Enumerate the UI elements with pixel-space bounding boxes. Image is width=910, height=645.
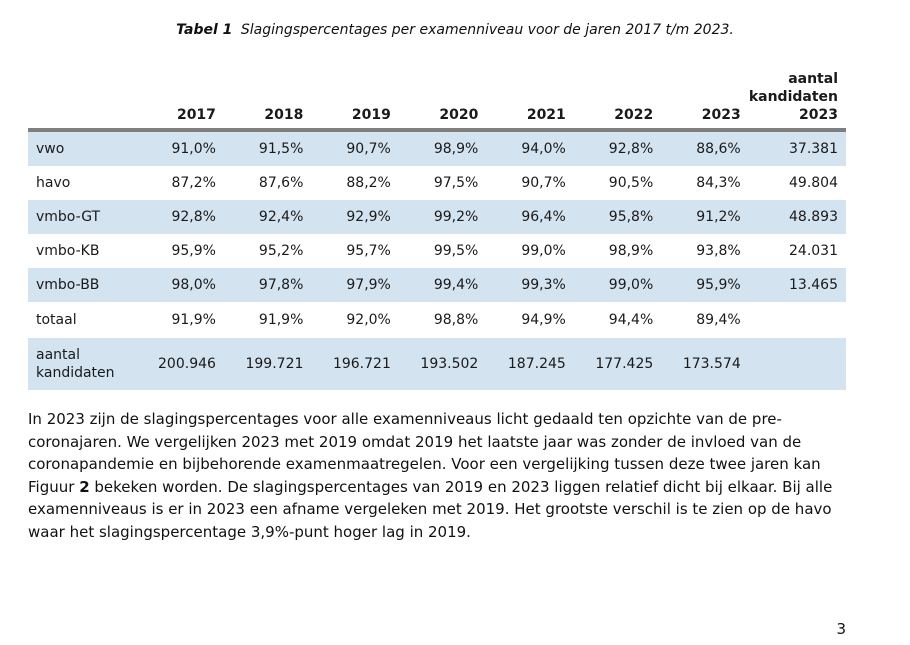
table-cell: 95,9% [661,268,749,302]
paragraph-text: In 2023 zijn de slagingspercentages voor… [28,410,821,496]
table-cell [748,338,846,390]
table-row-vwo: vwo 91,0% 91,5% 90,7% 98,9% 94,0% 92,8% … [28,130,846,166]
table-cell: 99,5% [433,243,479,259]
table-cell: 96,4% [486,200,574,234]
table-cell: 91,9% [258,312,304,328]
table-cell: 95,8% [573,200,662,234]
header-cell: 2019 [351,107,391,123]
table-cell: 92,0% [346,312,391,328]
row-label: vmbo-KB [36,243,100,259]
table-cell: 94,0% [486,130,574,166]
row-label: vmbo-BB [28,268,137,302]
table-cell: 187.245 [486,338,574,390]
table-cell: 92,8% [573,130,662,166]
row-label: aantal kandidaten [28,338,137,390]
figure-reference: 2 [79,477,90,496]
header-cell: 2022 [614,107,654,123]
paragraph-text: bekeken worden. De slagingspercentages v… [28,477,833,541]
table-row-havo: havo 87,2% 87,6% 88,2% 97,5% 90,7% 90,5%… [28,166,846,200]
table-cell: 97,5% [433,175,479,191]
table-cell: 92,9% [311,200,399,234]
table-cell: 95,2% [258,243,304,259]
table-row-vmbo-gt: vmbo-GT 92,8% 92,4% 92,9% 99,2% 96,4% 95… [28,200,846,234]
header-cell: 2021 [526,107,566,123]
table-row-vmbo-kb: vmbo-KB 95,9% 95,2% 95,7% 99,5% 99,0% 98… [28,234,846,268]
row-label: havo [36,175,71,191]
table-cell: 97,9% [311,268,399,302]
table-cell: 92,8% [136,200,224,234]
row-label: vmbo-GT [28,200,137,234]
table-cell: 91,0% [136,130,224,166]
header-cell: 2023 [701,107,741,123]
table-cell: 95,7% [346,243,391,259]
table-row-vmbo-bb: vmbo-BB 98,0% 97,8% 97,9% 99,4% 99,3% 99… [28,268,846,302]
table-cell: 91,9% [171,312,216,328]
table-cell: 49.804 [789,175,838,191]
table-cell: 200.946 [136,338,224,390]
body-paragraph: In 2023 zijn de slagingspercentages voor… [28,408,868,543]
table-cell: 91,2% [661,200,749,234]
row-label: totaal [36,312,77,328]
header-cell-candidates: aantal kandidaten 2023 [748,71,838,123]
table-cell: 196.721 [311,338,399,390]
table-cell: 99,0% [573,268,662,302]
table-cell: 90,7% [521,175,566,191]
table-caption-label: Tabel 1 [176,22,233,38]
table-row-totaal: totaal 91,9% 91,9% 92,0% 98,8% 94,9% 94,… [28,302,846,338]
table-cell: 24.031 [789,243,838,259]
table-cell: 193.502 [398,338,487,390]
table-cell: 93,8% [696,243,741,259]
table-cell: 98,9% [398,130,487,166]
header-cell [28,58,136,130]
table-cell: 94,9% [521,312,566,328]
table-cell: 90,7% [311,130,399,166]
table-header-row: 2017 2018 2019 2020 2021 2022 2023 aanta… [28,58,846,130]
table-cell: 92,4% [223,200,312,234]
table-cell: 98,8% [433,312,479,328]
table-cell: 173.574 [661,338,749,390]
table-cell: 87,2% [171,175,216,191]
table-caption: Tabel 1 Slagingspercentages per examenni… [0,22,910,38]
table-cell: 88,2% [346,175,391,191]
page-number: 3 [836,620,846,638]
table-cell: 177.425 [573,338,662,390]
table-cell: 37.381 [748,130,846,166]
table-cell: 94,4% [608,312,654,328]
table-cell [749,302,846,338]
header-cell: 2020 [439,107,479,123]
header-cell: 2018 [264,107,304,123]
table-cell: 13.465 [748,268,846,302]
row-label: vwo [28,130,137,166]
header-cell: 2017 [176,107,216,123]
table-cell: 97,8% [223,268,312,302]
table-cell: 98,9% [608,243,654,259]
table-cell: 199.721 [223,338,312,390]
table-cell: 95,9% [171,243,216,259]
table-cell: 99,4% [398,268,487,302]
table-row-aantal-kandidaten: aantal kandidaten 200.946 199.721 196.72… [28,338,846,390]
table-cell: 90,5% [608,175,654,191]
table-cell: 91,5% [223,130,312,166]
table-cell: 87,6% [258,175,304,191]
pass-rate-table: 2017 2018 2019 2020 2021 2022 2023 aanta… [28,58,846,390]
table-cell: 88,6% [661,130,749,166]
table-cell: 98,0% [136,268,224,302]
table-cell: 48.893 [748,200,846,234]
table-cell: 99,0% [521,243,566,259]
table-caption-text: Slagingspercentages per examenniveau voo… [240,22,734,38]
table-cell: 89,4% [696,312,741,328]
table-cell: 84,3% [696,175,741,191]
table-cell: 99,2% [398,200,487,234]
table-cell: 99,3% [486,268,574,302]
